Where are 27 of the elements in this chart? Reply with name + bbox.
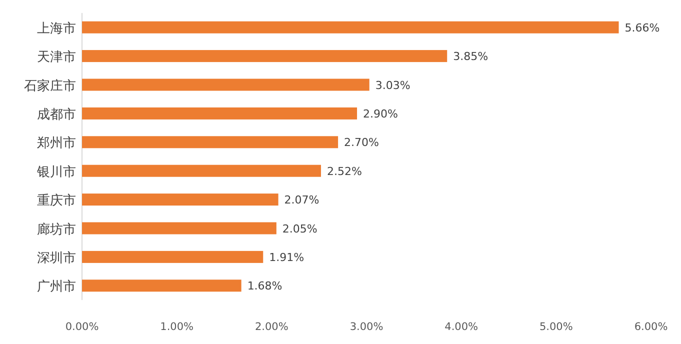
data-label: 2.05% [282,222,318,236]
y-tick-label: 广州市 [37,280,76,295]
data-label: 2.70% [344,136,380,150]
x-tick-label: 1.00% [160,321,194,333]
y-tick-label: 银川市 [36,164,76,180]
data-label: 1.91% [269,250,304,264]
data-label: 2.52% [326,164,362,178]
data-label: 3.03% [375,78,410,92]
y-tick-label: 廊坊市 [37,221,76,238]
data-label: 2.90% [363,107,398,120]
y-tick-label: 上海市 [37,21,76,36]
y-tick-label: 郑州市 [37,136,76,152]
y-tick-label: 石家庄市 [24,78,76,94]
x-tick-label: 2.00% [254,321,288,333]
x-tick-label: 0.00% [65,321,99,333]
x-tick-label: 5.00% [539,321,573,333]
data-label: 1.68% [247,280,282,293]
y-tick-label: 深圳市 [37,250,76,266]
data-label: 3.85% [453,50,488,64]
x-tick-label: 3.00% [350,321,384,333]
y-tick-label: 重庆市 [37,194,76,209]
data-label: 2.07% [284,194,320,207]
y-tick-label: 天津市 [37,50,76,66]
y-tick-label: 成都市 [37,107,76,122]
x-tick-label: 4.00% [444,321,478,333]
data-label: 5.66% [624,21,660,34]
x-tick-label: 6.00% [634,321,668,333]
